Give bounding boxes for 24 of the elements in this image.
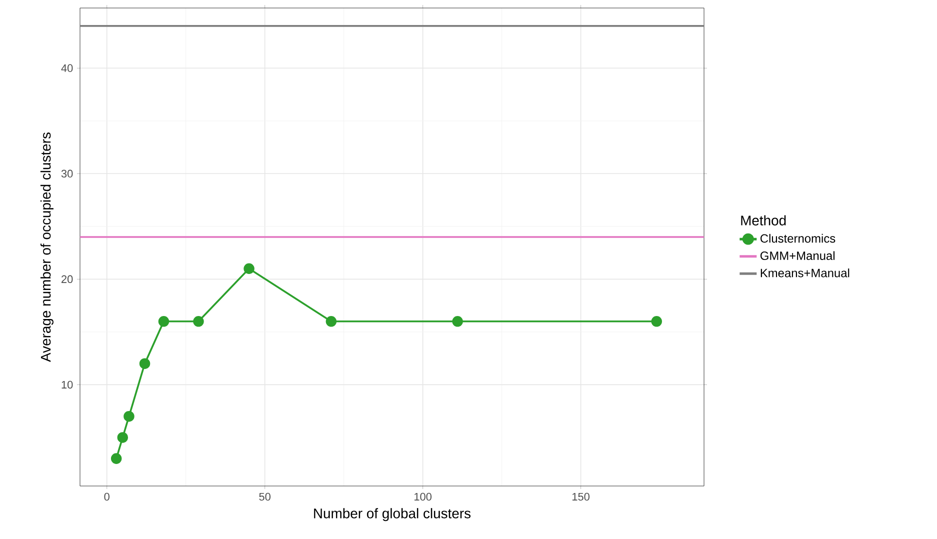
y-axis-title: Average number of occupied clusters [40,132,54,362]
point [124,410,134,422]
y-tick-label: 30 [61,170,73,178]
point [326,316,337,327]
point [158,316,170,327]
point [139,358,150,369]
x-tick-label: 0 [104,492,110,501]
legend-label: GMM+Manual [760,251,834,260]
point [452,316,463,327]
point [244,263,254,274]
point [110,453,122,464]
legend-label: Clusternomics [760,234,836,243]
legend-title: Method [741,215,786,226]
x-tick-label: 100 [414,492,432,501]
legend-label: Kmeans+Manual [760,268,850,278]
x-tick-label: 50 [259,492,270,501]
y-tick-label: 10 [62,380,73,389]
point [117,432,128,443]
y-tick-label: 40 [61,64,73,72]
point [193,316,204,327]
point [651,316,662,327]
y-tick-label: 20 [62,275,73,284]
x-tick-label: 150 [572,492,590,501]
x-axis-title: Number of global clusters [314,508,471,522]
